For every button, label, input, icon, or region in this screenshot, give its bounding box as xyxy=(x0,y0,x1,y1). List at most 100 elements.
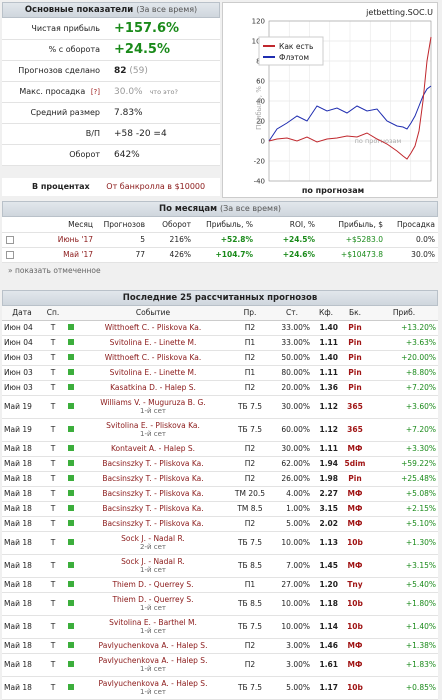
tip-date: Июн 04 xyxy=(2,335,42,351)
tip-sport: Т xyxy=(42,554,64,578)
tip-event-link[interactable]: Thiem D. - Querrey S. xyxy=(112,594,194,604)
stat-value: 642% xyxy=(108,144,220,166)
month-link[interactable]: Май '17 xyxy=(18,247,96,263)
tip-date: Май 19 xyxy=(2,418,42,442)
tip-pick: П2 xyxy=(228,638,272,654)
tip-event-cell: Sock J. - Nadal R. 1-й сет xyxy=(78,554,228,578)
tip-event-link[interactable]: Pavlyuchenkova A. - Halep S. xyxy=(98,655,208,665)
tip-event-cell: Witthoeft C. - Pliskova Ka. xyxy=(78,320,228,336)
month-profit-usd: +$5283.0 xyxy=(318,232,386,248)
tip-odds: 1.61 xyxy=(312,653,340,677)
tip-sport: Т xyxy=(42,615,64,639)
tip-date: Май 18 xyxy=(2,676,42,700)
monthly-col-check xyxy=(2,217,18,233)
tip-odds: 1.98 xyxy=(312,471,340,487)
win-status-icon xyxy=(68,324,74,330)
tip-event-link[interactable]: Svitolina E. - Linette M. xyxy=(109,368,197,377)
month-checkbox[interactable] xyxy=(6,251,14,259)
win-status-icon xyxy=(68,354,74,360)
tip-event-cell: Kasatkina D. - Halep S. xyxy=(78,380,228,396)
tip-date: Май 18 xyxy=(2,531,42,555)
bankroll-mode-link[interactable]: От банкролла в $10000 xyxy=(106,182,206,191)
tip-status-cell xyxy=(64,577,78,593)
what-is-it-link[interactable]: что это? xyxy=(149,87,178,96)
tips-header: Последние 25 рассчитанных прогнозов xyxy=(2,290,438,306)
tip-event-link[interactable]: Bacsinszky T. - Pliskova Ka. xyxy=(102,459,204,468)
win-status-icon xyxy=(68,642,74,648)
tip-event-link[interactable]: Witthoeft C. - Pliskova Ka. xyxy=(104,353,202,362)
tip-sport: Т xyxy=(42,486,64,502)
tip-event-cell: Bacsinszky T. - Pliskova Ka. xyxy=(78,456,228,472)
tip-event-link[interactable]: Williams V. - Muguruza B. G. xyxy=(100,397,206,407)
tip-event-link[interactable]: Sock J. - Nadal R. xyxy=(121,556,185,566)
month-checkbox-cell xyxy=(2,232,18,248)
monthly-table: Месяц Прогнозов Оборот Прибыль, % ROI, %… xyxy=(2,217,438,263)
stat-row-max-drawdown: Макс. просадка [?] 30.0% что это? xyxy=(2,81,220,103)
series-line-as-is xyxy=(268,36,432,160)
tip-odds: 1.46 xyxy=(312,638,340,654)
tip-profit: +1.80% xyxy=(370,592,438,616)
tip-profit: +7.20% xyxy=(370,418,438,442)
month-profit-usd: +$10473.8 xyxy=(318,247,386,263)
monthly-header: По месяцам (За все время) xyxy=(2,201,438,217)
tip-status-cell xyxy=(64,441,78,457)
tip-event-link[interactable]: Svitolina E. - Barthel M. xyxy=(109,617,197,627)
tip-event-link[interactable]: Witthoeft C. - Pliskova Ka. xyxy=(104,323,202,332)
tip-event-link[interactable]: Bacsinszky T. - Pliskova Ka. xyxy=(102,519,204,528)
monthly-col-roi: ROI, % xyxy=(256,217,318,233)
tip-event-link[interactable]: Sock J. - Nadal R. xyxy=(121,533,185,543)
help-link[interactable]: [?] xyxy=(90,88,100,96)
tip-odds: 1.12 xyxy=(312,395,340,419)
tip-profit: +3.15% xyxy=(370,554,438,578)
tip-event-link[interactable]: Kontaveit A. - Halep S. xyxy=(111,444,195,453)
tip-event-cell: Svitolina E. - Barthel M. 1-й сет xyxy=(78,615,228,639)
tip-sport: Т xyxy=(42,676,64,700)
tip-event-link[interactable]: Svitolina E. - Pliskova Ka. xyxy=(106,420,200,430)
tip-profit: +3.30% xyxy=(370,441,438,457)
tip-pick: П1 xyxy=(228,365,272,381)
tip-bookmaker: Tny xyxy=(340,577,370,593)
tip-pick: ТМ 20.5 xyxy=(228,486,272,502)
tip-odds: 1.40 xyxy=(312,320,340,336)
tip-event-link[interactable]: Thiem D. - Querrey S. xyxy=(112,580,194,589)
profit-chart: 120100806040200-20-40 jetbetting.SOC.U П… xyxy=(222,2,438,198)
tip-date: Май 19 xyxy=(2,395,42,419)
percent-mode-label[interactable]: В процентах xyxy=(32,182,90,191)
tip-event-link[interactable]: Svitolina E. - Linette M. xyxy=(109,338,197,347)
stat-value: +157.6% xyxy=(108,18,220,40)
stat-row-net-profit: Чистая прибыль +157.6% xyxy=(2,18,220,40)
tip-profit: +7.20% xyxy=(370,380,438,396)
tip-event-link[interactable]: Pavlyuchenkova A. - Halep S. xyxy=(98,678,208,688)
tip-row: Май 18 Т Bacsinszky T. - Pliskova Ka. П2 62.… xyxy=(2,456,438,472)
month-roi: +24.5% xyxy=(256,232,318,248)
tip-odds: 1.20 xyxy=(312,577,340,593)
tip-event-link[interactable]: Bacsinszky T. - Pliskova Ka. xyxy=(102,504,204,513)
tip-status-cell xyxy=(64,471,78,487)
tip-event-link[interactable]: Pavlyuchenkova A. - Halep S. xyxy=(98,641,208,650)
tip-event-link[interactable]: Kasatkina D. - Halep S. xyxy=(110,383,196,392)
y-tick-label: -40 xyxy=(254,178,265,186)
chart-watermark: jetbetting.SOC.U xyxy=(365,8,433,17)
tip-bookmaker: 10b xyxy=(340,676,370,700)
show-marked-link[interactable]: » показать отмеченное xyxy=(2,262,438,279)
tip-event-link[interactable]: Bacsinszky T. - Pliskova Ka. xyxy=(102,474,204,483)
tip-status-cell xyxy=(64,653,78,677)
tip-status-cell xyxy=(64,418,78,442)
tips-col-date: Дата xyxy=(2,306,42,321)
monthly-col-profit-usd: Прибыль, $ xyxy=(318,217,386,233)
month-checkbox[interactable] xyxy=(6,236,14,244)
tip-event-link[interactable]: Bacsinszky T. - Pliskova Ka. xyxy=(102,489,204,498)
tip-event-cell: Bacsinszky T. - Pliskova Ka. xyxy=(78,486,228,502)
tip-profit: +1.40% xyxy=(370,615,438,639)
tip-bookmaker: МФ xyxy=(340,653,370,677)
tip-status-cell xyxy=(64,554,78,578)
tip-row: Май 18 Т Bacsinszky T. - Pliskova Ka. ТМ 8.… xyxy=(2,501,438,517)
tip-pick: П2 xyxy=(228,380,272,396)
tip-pick: П2 xyxy=(228,471,272,487)
tip-sport: Т xyxy=(42,456,64,472)
month-link[interactable]: Июнь '17 xyxy=(18,232,96,248)
tip-date: Май 18 xyxy=(2,554,42,578)
stat-value: +58 -20 =4 xyxy=(108,123,220,145)
tip-pick: ТБ 8.5 xyxy=(228,554,272,578)
tip-event-period: 1-й сет xyxy=(140,565,166,574)
